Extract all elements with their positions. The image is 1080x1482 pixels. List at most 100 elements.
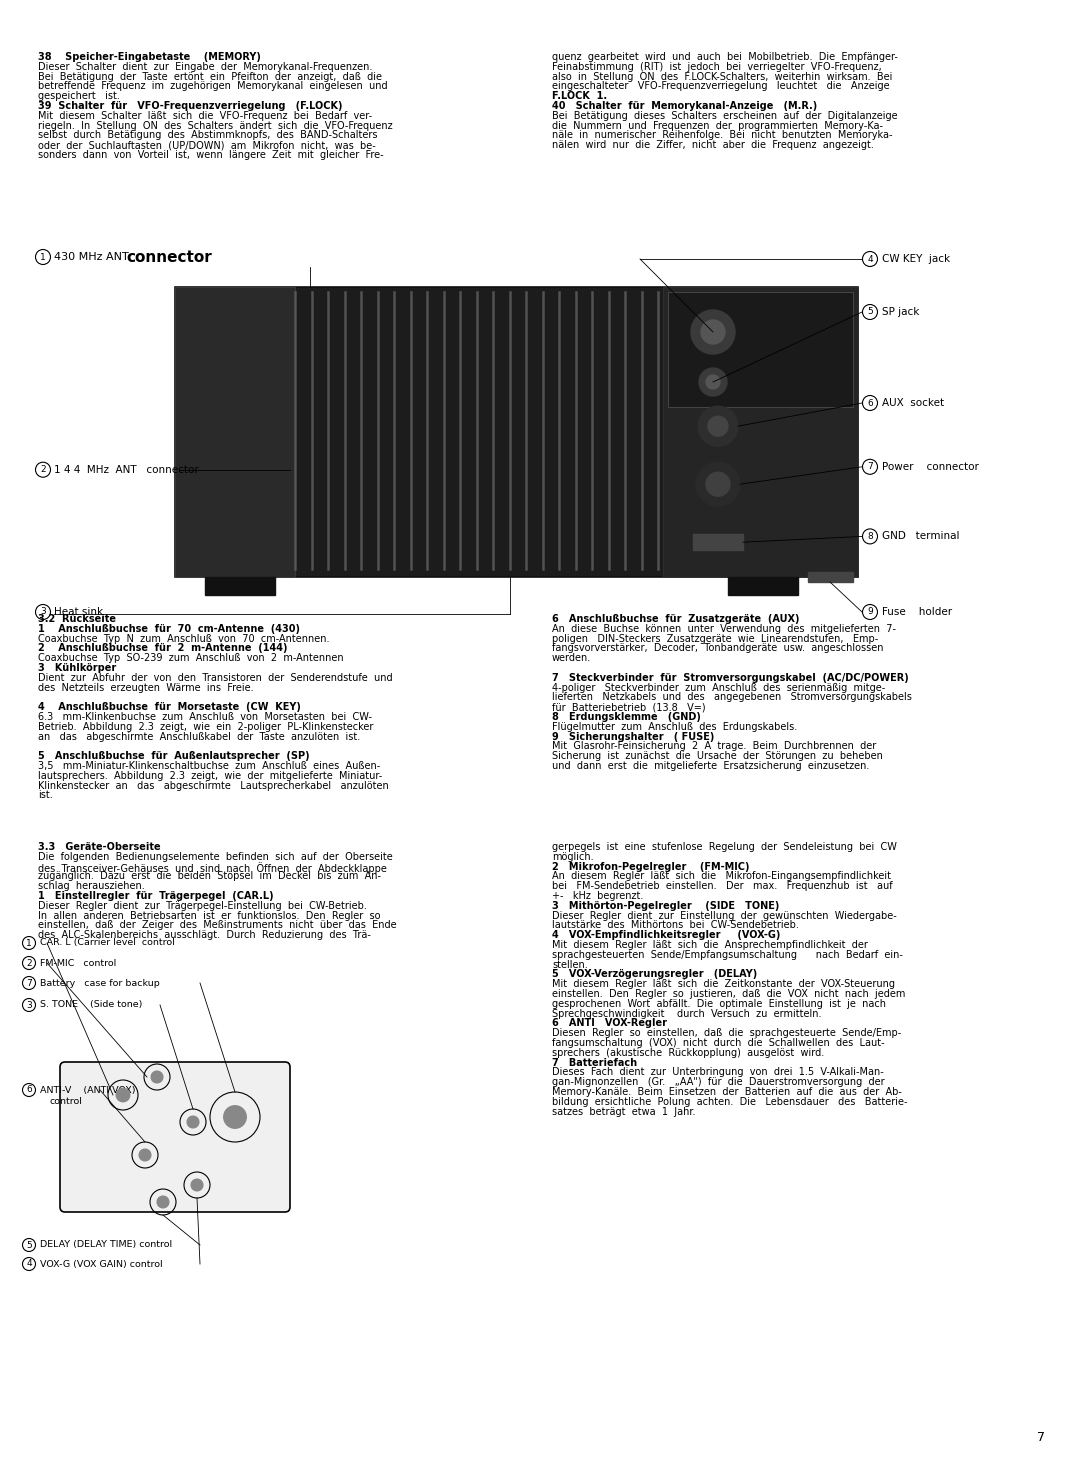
Text: AUX  socket: AUX socket <box>882 399 944 408</box>
Text: VOX-G (VOX GAIN) control: VOX-G (VOX GAIN) control <box>40 1260 163 1269</box>
Text: 7   Batteriefach: 7 Batteriefach <box>552 1058 637 1067</box>
Bar <box>175 288 858 576</box>
Text: werden.: werden. <box>552 654 591 664</box>
Text: +-   kHz  begrenzt.: +- kHz begrenzt. <box>552 891 644 901</box>
Circle shape <box>699 368 727 396</box>
Text: die  Nummern  und  Frequenzen  der  programmierten  Memory-Ka-: die Nummern und Frequenzen der programmi… <box>552 120 883 130</box>
Text: 3   Mithörton-Pegelregler    (SIDE   TONE): 3 Mithörton-Pegelregler (SIDE TONE) <box>552 901 780 911</box>
Text: Dient  zur  Abfuhr  der  von  den  Transistoren  der  Senderendstufe  und: Dient zur Abfuhr der von den Transistore… <box>38 673 393 683</box>
Text: näle  in  numerischer  Reihenfolge.  Bei  nicht  benutzten  Memoryka-: näle in numerischer Reihenfolge. Bei nic… <box>552 130 892 141</box>
Text: fangsumschaltung  (VOX)  nicht  durch  die  Schallwellen  des  Laut-: fangsumschaltung (VOX) nicht durch die S… <box>552 1037 885 1048</box>
Text: gan-Mignonzellen   (Gr.   „AA")  für  die  Dauerstromversorgung  der: gan-Mignonzellen (Gr. „AA") für die Daue… <box>552 1077 885 1088</box>
Text: 1: 1 <box>40 252 45 261</box>
Text: An  diesem  Regler  läßt  sich  die   Mikrofon-Eingangsempfindlichkeit: An diesem Regler läßt sich die Mikrofon-… <box>552 871 891 882</box>
Bar <box>728 576 798 594</box>
Text: 5: 5 <box>867 307 873 317</box>
Text: 4: 4 <box>867 255 873 264</box>
Text: oder  der  Suchlauftasten  (UP/DOWN)  am  Mikrofon  nicht,  was  be-: oder der Suchlauftasten (UP/DOWN) am Mik… <box>38 141 376 150</box>
Text: Heat sink: Heat sink <box>54 608 103 617</box>
Text: Dieser  Regler  dient  zur  Trägerpegel-Einstellung  bei  CW-Betrieb.: Dieser Regler dient zur Trägerpegel-Eins… <box>38 901 367 911</box>
Text: Mit  Glasrohr-Feinsicherung  2  A  trage.  Beim  Durchbrennen  der: Mit Glasrohr-Feinsicherung 2 A trage. Be… <box>552 741 876 751</box>
Text: fangsvorverstärker,  Decoder,  Tonbandgeräte  usw.  angeschlossen: fangsvorverstärker, Decoder, Tonbandgerä… <box>552 643 883 654</box>
Text: satzes  beträgt  etwa  1  Jahr.: satzes beträgt etwa 1 Jahr. <box>552 1107 696 1116</box>
Text: 1   Einstellregler  für  Trägerpegel  (CAR.L): 1 Einstellregler für Trägerpegel (CAR.L) <box>38 891 273 901</box>
Circle shape <box>701 320 725 344</box>
Text: zugänglich.  Dazu  erst  die  beiden  Stöpsel  im  Deckel  bis  zum  An-: zugänglich. Dazu erst die beiden Stöpsel… <box>38 871 381 882</box>
Text: 38    Speicher-Eingabetaste    (MEMORY): 38 Speicher-Eingabetaste (MEMORY) <box>38 52 261 62</box>
Text: möglich.: möglich. <box>552 852 594 863</box>
Text: betreffende  Frequenz  im  zugehörigen  Memorykanal  eingelesen  und: betreffende Frequenz im zugehörigen Memo… <box>38 82 388 92</box>
Text: Mit  diesem  Regler  läßt  sich  die  Zeitkonstante  der  VOX-Steuerung: Mit diesem Regler läßt sich die Zeitkons… <box>552 980 895 988</box>
Text: 6.3   mm-Klinkenbuchse  zum  Anschluß  von  Morsetasten  bei  CW-: 6.3 mm-Klinkenbuchse zum Anschluß von Mo… <box>38 711 372 722</box>
Text: 4   VOX-Empfindlichkeitsregler     (VOX-G): 4 VOX-Empfindlichkeitsregler (VOX-G) <box>552 931 781 940</box>
Bar <box>693 534 743 550</box>
Text: also  in  Stellung  ON  des  F.LOCK-Schalters,  weiterhin  wirksam.  Bei: also in Stellung ON des F.LOCK-Schalters… <box>552 71 892 82</box>
Text: selbst  durch  Betätigung  des  Abstimmknopfs,  des  BAND-Schalters: selbst durch Betätigung des Abstimmknopf… <box>38 130 378 141</box>
Text: Coaxbuchse  Typ  SO-239  zum  Anschluß  von  2  m-Antennen: Coaxbuchse Typ SO-239 zum Anschluß von 2… <box>38 654 343 664</box>
Text: lieferten   Netzkabels  und  des   angegebenen   Stromversorgungskabels: lieferten Netzkabels und des angegebenen… <box>552 692 912 702</box>
Text: an   das   abgeschirmte  Anschlußkabel  der  Taste  anzulöten  ist.: an das abgeschirmte Anschlußkabel der Ta… <box>38 732 361 741</box>
Text: bei   FM-Sendebetrieb  einstellen.   Der   max.   Frequenzhub  ist   auf: bei FM-Sendebetrieb einstellen. Der max.… <box>552 882 893 891</box>
Text: 40   Schalter  für  Memorykanal-Anzeige   (M.R.): 40 Schalter für Memorykanal-Anzeige (M.R… <box>552 101 818 111</box>
Text: 3   Kühlkörper: 3 Kühlkörper <box>38 662 117 673</box>
Text: bildung  ersichtliche  Polung  achten.  Die   Lebensdauer   des   Batterie-: bildung ersichtliche Polung achten. Die … <box>552 1097 907 1107</box>
Text: DELAY (DELAY TIME) control: DELAY (DELAY TIME) control <box>40 1240 172 1249</box>
Text: FM-MIC   control: FM-MIC control <box>40 959 117 968</box>
Text: 7: 7 <box>867 462 873 471</box>
Circle shape <box>191 1180 203 1192</box>
Circle shape <box>691 310 735 354</box>
Text: Klinkenstecker  an   das   abgeschirmte   Lautsprecherkabel   anzulöten: Klinkenstecker an das abgeschirmte Lauts… <box>38 781 389 790</box>
Circle shape <box>187 1116 199 1128</box>
Bar <box>175 288 295 576</box>
Text: 9   Sicherungshalter   ( FUSE): 9 Sicherungshalter ( FUSE) <box>552 732 714 741</box>
Text: sprechers  (akustische  Rückkopplung)  ausgelöst  wird.: sprechers (akustische Rückkopplung) ausg… <box>552 1048 824 1058</box>
Text: quenz  gearbeitet  wird  und  auch  bei  Mobilbetrieb.  Die  Empfänger-: quenz gearbeitet wird und auch bei Mobil… <box>552 52 897 62</box>
Text: Memory-Kanäle.  Beim  Einsetzen  der  Batterien  auf  die  aus  der  Ab-: Memory-Kanäle. Beim Einsetzen der Batter… <box>552 1086 902 1097</box>
Text: eingeschalteter   VFO-Frequenzverriegelung   leuchtet   die   Anzeige: eingeschalteter VFO-Frequenzverriegelung… <box>552 82 890 92</box>
Text: 1    Anschlußbuchse  für  70  cm-Antenne  (430): 1 Anschlußbuchse für 70 cm-Antenne (430) <box>38 624 300 634</box>
Text: gerpegels  ist  eine  stufenlose  Regelung  der  Sendeleistung  bei  CW: gerpegels ist eine stufenlose Regelung d… <box>552 842 896 852</box>
Text: An  diese  Buchse  können  unter  Verwendung  des  mitgelieferten  7-: An diese Buchse können unter Verwendung … <box>552 624 896 634</box>
Text: Flügelmutter  zum  Anschluß  des  Erdungskabels.: Flügelmutter zum Anschluß des Erdungskab… <box>552 722 797 732</box>
Text: 6   ANTI   VOX-Regler: 6 ANTI VOX-Regler <box>552 1018 667 1029</box>
Text: connector: connector <box>126 249 212 264</box>
Text: poligen   DIN-Steckers  Zusatzgeräte  wie  Linearendstufen,   Emp-: poligen DIN-Steckers Zusatzgeräte wie Li… <box>552 634 878 643</box>
Text: sonders  dann  von  Vorteil  ist,  wenn  längere  Zeit  mit  gleicher  Fre-: sonders dann von Vorteil ist, wenn länge… <box>38 150 383 160</box>
Text: gesprochenen  Wort  abfällt.  Die  optimale  Einstellung  ist  je  nach: gesprochenen Wort abfällt. Die optimale … <box>552 999 886 1009</box>
Text: Dieses  Fach  dient  zur  Unterbringung  von  drei  1.5  V-Alkali-Man-: Dieses Fach dient zur Unterbringung von … <box>552 1067 883 1077</box>
Circle shape <box>706 375 720 388</box>
Text: ANTI-V    (ANTI VOX): ANTI-V (ANTI VOX) <box>40 1085 135 1095</box>
Text: 6: 6 <box>26 1085 32 1095</box>
Text: 7: 7 <box>1037 1432 1045 1443</box>
Text: 39  Schalter  für   VFO-Frequenzverriegelung   (F.LOCK): 39 Schalter für VFO-Frequenzverriegelung… <box>38 101 342 111</box>
Bar <box>808 572 853 582</box>
Text: Sicherung  ist  zunächst  die  Ursache  der  Störungen  zu  beheben: Sicherung ist zunächst die Ursache der S… <box>552 751 882 762</box>
Text: Battery   case for backup: Battery case for backup <box>40 978 160 987</box>
Text: 4: 4 <box>26 1260 31 1269</box>
Text: einstellen.  Den  Regler  so  justieren,  daß  die  VOX  nicht  nach  jedem: einstellen. Den Regler so justieren, daß… <box>552 988 905 999</box>
Text: Die  folgenden  Bedienungselemente  befinden  sich  auf  der  Oberseite: Die folgenden Bedienungselemente befinde… <box>38 852 393 863</box>
Text: 3: 3 <box>26 1000 32 1009</box>
Bar <box>205 576 275 594</box>
Text: Dieser  Schalter  dient  zur  Eingabe  der  Memorykanal-Frequenzen.: Dieser Schalter dient zur Eingabe der Me… <box>38 62 373 71</box>
Text: schlag  herausziehen.: schlag herausziehen. <box>38 882 145 891</box>
Text: Feinabstimmung  (RIT)  ist  jedoch  bei  verriegelter  VFO-Frequenz,: Feinabstimmung (RIT) ist jedoch bei verr… <box>552 62 881 71</box>
Text: Betrieb.  Abbildung  2.3  zeigt,  wie  ein  2-poliger  PL-Klinkenstecker: Betrieb. Abbildung 2.3 zeigt, wie ein 2-… <box>38 722 374 732</box>
Text: 7: 7 <box>26 978 32 987</box>
Text: Fuse    holder: Fuse holder <box>882 608 953 617</box>
Text: 9: 9 <box>867 608 873 617</box>
Text: Coaxbuchse  Typ  N  zum  Anschluß  von  70  cm-Antennen.: Coaxbuchse Typ N zum Anschluß von 70 cm-… <box>38 634 329 643</box>
Text: gespeichert   ist.: gespeichert ist. <box>38 92 120 101</box>
Circle shape <box>158 1196 168 1208</box>
Circle shape <box>151 1071 163 1083</box>
Bar <box>663 288 858 576</box>
Text: des  ALC-Skalenbereichs  ausschlägt.  Durch  Reduzierung  des  Trä-: des ALC-Skalenbereichs ausschlägt. Durch… <box>38 931 370 940</box>
Circle shape <box>708 416 728 436</box>
Text: Diesen  Regler  so  einstellen,  daß  die  sprachgesteuerte  Sende/Emp-: Diesen Regler so einstellen, daß die spr… <box>552 1029 901 1039</box>
Text: SP jack: SP jack <box>882 307 919 317</box>
Text: und  dann  erst  die  mitgelieferte  Ersatzsicherung  einzusetzen.: und dann erst die mitgelieferte Ersatzsi… <box>552 760 869 771</box>
FancyBboxPatch shape <box>60 1063 291 1212</box>
Text: Bei  Betätigung  dieses  Schalters  erscheinen  auf  der  Digitalanzeige: Bei Betätigung dieses Schalters erschein… <box>552 111 897 122</box>
Text: GND   terminal: GND terminal <box>882 532 959 541</box>
Text: 1: 1 <box>26 938 32 947</box>
